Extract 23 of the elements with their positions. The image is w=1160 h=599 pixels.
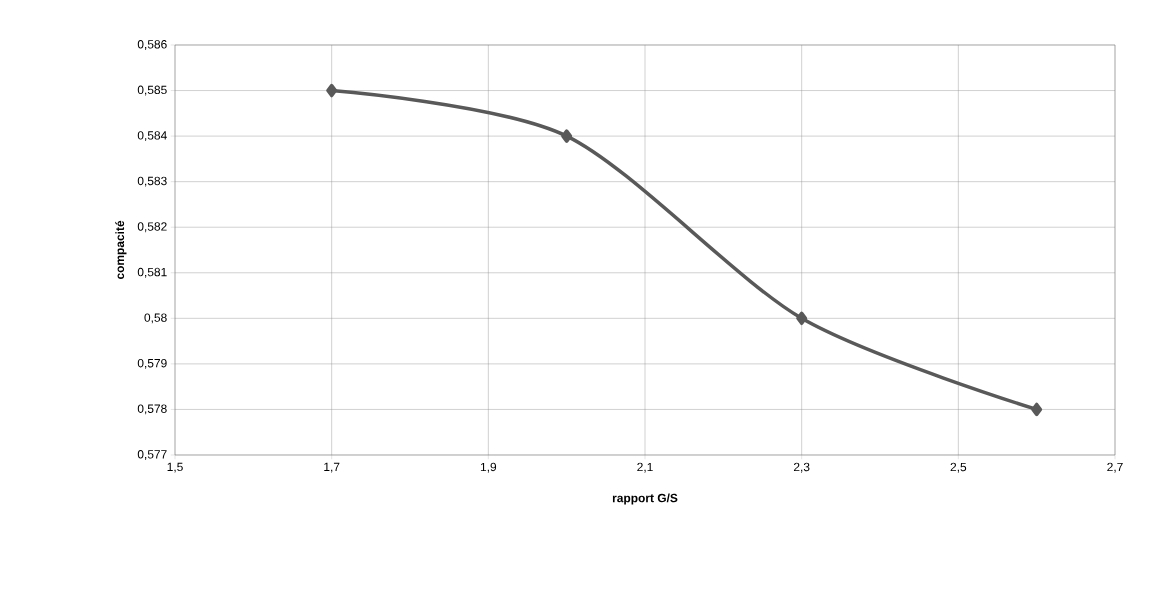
point: [326, 83, 338, 98]
y-tick-label: 0,578: [137, 404, 167, 415]
x-tick-label: 2,1: [637, 462, 653, 473]
x-axis-title: rapport G/S: [612, 493, 678, 505]
y-tick-label: 0,579: [137, 358, 167, 369]
y-tick-label: 0,577: [137, 450, 167, 460]
y-tick-label: 0,586: [137, 40, 167, 50]
x-tick-label: 1,7: [324, 462, 340, 473]
x-tick-label: 2,5: [950, 462, 967, 473]
y-tick-label: 0,583: [137, 176, 167, 187]
y-tick-label: 0,585: [137, 85, 167, 96]
x-tick-label: 1,5: [167, 462, 183, 473]
point: [1031, 402, 1043, 417]
y-tick-label: 0,584: [137, 131, 167, 142]
y-tick-label: 0,581: [137, 267, 167, 278]
x-tick-label: 2,7: [1107, 462, 1123, 473]
x-tick-label: 1,9: [480, 462, 497, 473]
y-axis-title: compacité: [115, 220, 127, 280]
y-tick-label: 0,582: [137, 222, 167, 233]
point: [796, 311, 808, 326]
point: [561, 129, 573, 143]
y-tick-label: 0,58: [144, 313, 167, 324]
x-tick-label: 2,3: [793, 462, 810, 473]
